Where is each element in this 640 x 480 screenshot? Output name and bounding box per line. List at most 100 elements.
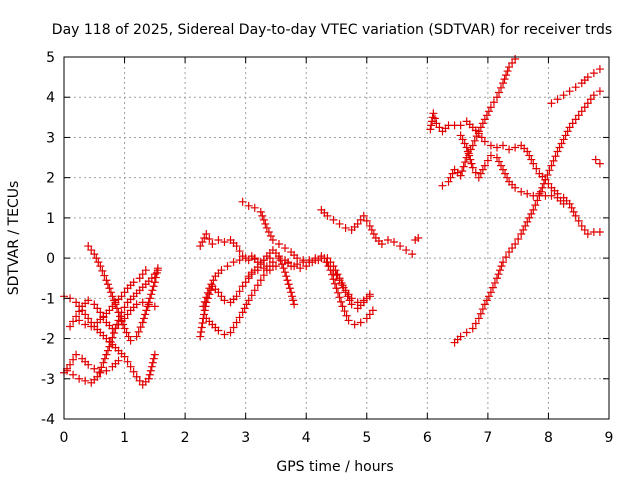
- data-point-arc-g: [238, 282, 247, 291]
- x-tick-label: 8: [544, 430, 553, 446]
- data-point-arc-o: [430, 114, 439, 123]
- data-point-arc-o: [532, 164, 541, 173]
- data-point-arc-r: [492, 274, 501, 283]
- data-point-arc-n: [414, 234, 423, 242]
- data-point-arc-q: [494, 157, 503, 166]
- data-point-arc-m: [356, 215, 365, 224]
- data-point-arc-d: [72, 312, 81, 321]
- data-point-arc-q: [478, 165, 487, 174]
- data-point-arc-k: [266, 231, 275, 240]
- data-point-arc-e: [145, 294, 154, 303]
- data-point-arc-e: [132, 332, 141, 341]
- data-point-arc-j: [244, 296, 253, 305]
- data-point-arc-g: [196, 332, 205, 341]
- data-point-arc-i: [265, 254, 274, 263]
- data-point-arc-g: [241, 278, 250, 287]
- data-point-arc-c: [150, 270, 159, 279]
- y-tick-label: -1: [41, 291, 55, 307]
- data-point-arc-g: [282, 272, 291, 281]
- grid-lines: [64, 57, 609, 419]
- data-point-arc-b: [66, 360, 75, 369]
- data-point-arc-q: [497, 161, 506, 170]
- y-tick-label: 2: [46, 171, 55, 187]
- data-point-arc-f: [87, 322, 96, 331]
- data-point-arc-r: [480, 300, 489, 309]
- data-point-arc-e: [114, 308, 123, 317]
- data-point-arc-r: [497, 262, 506, 271]
- data-point-arc-p: [472, 132, 481, 141]
- data-point-arc-g: [198, 318, 207, 327]
- data-point-arc-b: [96, 368, 105, 377]
- data-point-arc-r: [559, 135, 568, 144]
- data-point-arc-l: [314, 256, 323, 265]
- data-point-arc-r: [535, 191, 544, 200]
- data-point-arc-q: [503, 173, 512, 182]
- data-point-arc-r: [565, 123, 574, 132]
- data-point-arc-r: [571, 115, 580, 124]
- data-point-arc-e: [141, 310, 150, 319]
- data-point-arc-l: [247, 268, 256, 277]
- data-point-arc-e: [142, 306, 151, 315]
- data-point-arc-p: [486, 103, 495, 112]
- data-point-arc-f: [105, 306, 114, 315]
- data-point-arc-k: [343, 292, 352, 301]
- data-point-arc-f: [135, 274, 144, 283]
- data-point-arc-r: [538, 183, 547, 192]
- data-point-arc-k: [362, 294, 371, 303]
- data-point-arc-r: [517, 229, 526, 238]
- data-point-arc-g: [284, 280, 293, 289]
- data-point-arc-e: [124, 332, 133, 341]
- data-point-arc-l: [290, 262, 299, 271]
- data-point-arc-l: [320, 254, 329, 263]
- data-point-arc-c: [75, 374, 84, 383]
- data-point-arc-e: [106, 288, 115, 297]
- data-point-arc-k: [258, 211, 267, 220]
- data-point-arc-d: [90, 300, 99, 309]
- data-point-arc-q: [465, 151, 474, 160]
- data-points: [60, 55, 604, 389]
- data-point-arc-j: [259, 271, 268, 280]
- data-point-arc-g: [232, 292, 241, 301]
- data-point-arc-m: [402, 246, 411, 255]
- data-point-arc-q: [456, 131, 465, 140]
- y-tick-label: -3: [41, 372, 55, 388]
- x-tick-label: 2: [181, 430, 190, 446]
- x-tick-label: 7: [483, 430, 492, 446]
- data-point-arc-m: [362, 216, 371, 225]
- data-point-arc-r: [531, 201, 540, 210]
- chart-title: Day 118 of 2025, Sidereal Day-to-day VTE…: [52, 22, 612, 38]
- data-point-arc-e: [138, 318, 147, 327]
- data-point-arc-i: [229, 258, 238, 267]
- data-point-arc-i: [217, 266, 226, 275]
- data-point-arc-f: [75, 316, 84, 325]
- data-point-arc-a: [146, 366, 155, 375]
- data-point-arc-g: [197, 328, 206, 337]
- data-point-arc-e: [134, 327, 143, 336]
- data-point-arc-r: [557, 139, 566, 148]
- data-point-arc-o: [525, 151, 534, 160]
- data-point-arc-d: [84, 296, 93, 305]
- data-point-arc-g: [200, 306, 209, 315]
- data-point-arc-o: [569, 207, 578, 216]
- data-point-arc-e: [143, 302, 152, 311]
- data-point-arc-g: [217, 292, 226, 301]
- data-point-arc-m: [329, 215, 338, 224]
- data-point-arc-g: [214, 288, 223, 297]
- data-point-arc-e: [120, 324, 129, 333]
- data-point-arc-t: [595, 159, 604, 168]
- data-point-arc-e: [147, 290, 156, 299]
- data-point-arc-c: [97, 363, 106, 372]
- data-point-arc-h: [198, 238, 207, 247]
- data-point-arc-j: [229, 323, 238, 332]
- data-point-arc-l: [329, 275, 338, 284]
- data-point-arc-k: [337, 278, 346, 287]
- data-point-arc-g: [281, 268, 290, 277]
- x-tick-label: 9: [605, 430, 614, 446]
- data-point-arc-q: [559, 199, 568, 208]
- data-point-arc-c: [93, 372, 102, 381]
- data-point-arc-c: [81, 376, 90, 385]
- data-point-arc-q: [476, 169, 485, 178]
- data-point-arc-r: [525, 213, 534, 222]
- data-point-arc-h: [200, 234, 209, 242]
- data-point-arc-d: [75, 307, 84, 316]
